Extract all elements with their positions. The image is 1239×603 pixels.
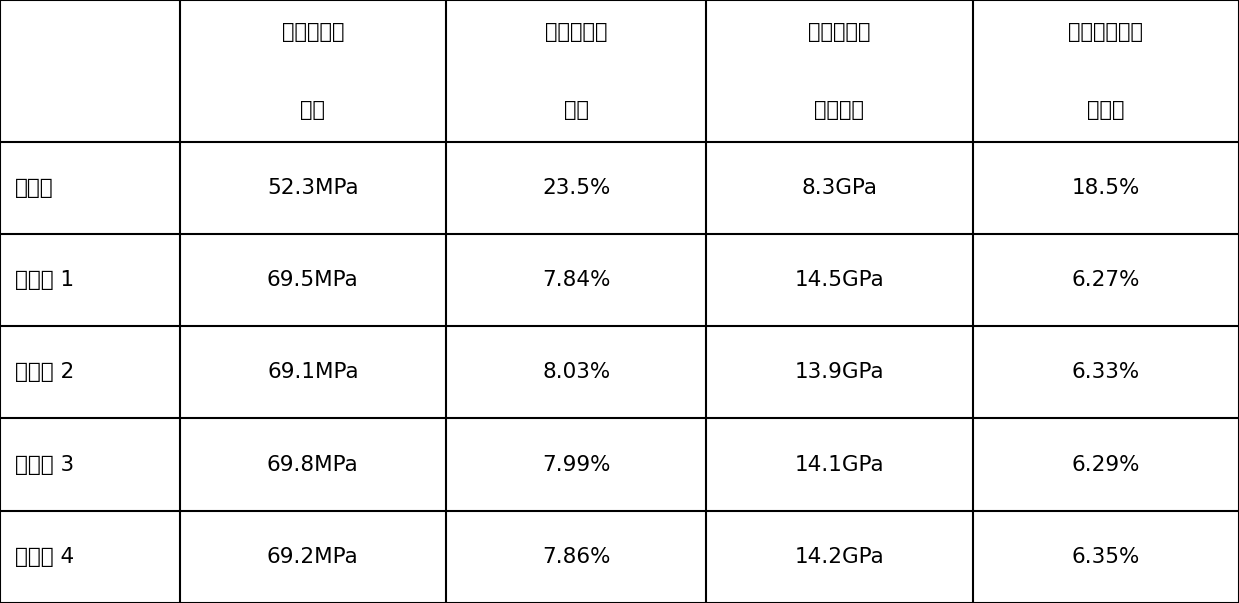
- Text: 抗弯强度初

始值: 抗弯强度初 始值: [281, 22, 344, 120]
- Text: 69.2MPa: 69.2MPa: [266, 547, 359, 567]
- Text: 14.1GPa: 14.1GPa: [794, 455, 885, 475]
- Text: 对照例: 对照例: [15, 178, 53, 198]
- Text: 抗弯强度变

化率: 抗弯强度变 化率: [545, 22, 607, 120]
- Text: 6.35%: 6.35%: [1072, 547, 1140, 567]
- Text: 6.27%: 6.27%: [1072, 270, 1140, 290]
- Text: 69.1MPa: 69.1MPa: [268, 362, 358, 382]
- Text: 实施例 2: 实施例 2: [15, 362, 74, 382]
- Text: 6.33%: 6.33%: [1072, 362, 1140, 382]
- Text: 抗弯弹性模

量初始值: 抗弯弹性模 量初始值: [808, 22, 871, 120]
- Text: 7.84%: 7.84%: [541, 270, 611, 290]
- Text: 实施例 1: 实施例 1: [15, 270, 74, 290]
- Text: 23.5%: 23.5%: [541, 178, 611, 198]
- Text: 13.9GPa: 13.9GPa: [794, 362, 885, 382]
- Text: 6.29%: 6.29%: [1072, 455, 1140, 475]
- Text: 8.03%: 8.03%: [541, 362, 611, 382]
- Text: 实施例 3: 实施例 3: [15, 455, 74, 475]
- Text: 69.5MPa: 69.5MPa: [266, 270, 359, 290]
- Text: 抗弯弹性模量

变化率: 抗弯弹性模量 变化率: [1068, 22, 1144, 120]
- Text: 18.5%: 18.5%: [1072, 178, 1140, 198]
- Text: 14.2GPa: 14.2GPa: [794, 547, 885, 567]
- Text: 52.3MPa: 52.3MPa: [268, 178, 358, 198]
- Text: 14.5GPa: 14.5GPa: [794, 270, 885, 290]
- Text: 7.86%: 7.86%: [541, 547, 611, 567]
- Text: 7.99%: 7.99%: [541, 455, 611, 475]
- Text: 实施例 4: 实施例 4: [15, 547, 74, 567]
- Text: 8.3GPa: 8.3GPa: [802, 178, 877, 198]
- Text: 69.8MPa: 69.8MPa: [266, 455, 359, 475]
